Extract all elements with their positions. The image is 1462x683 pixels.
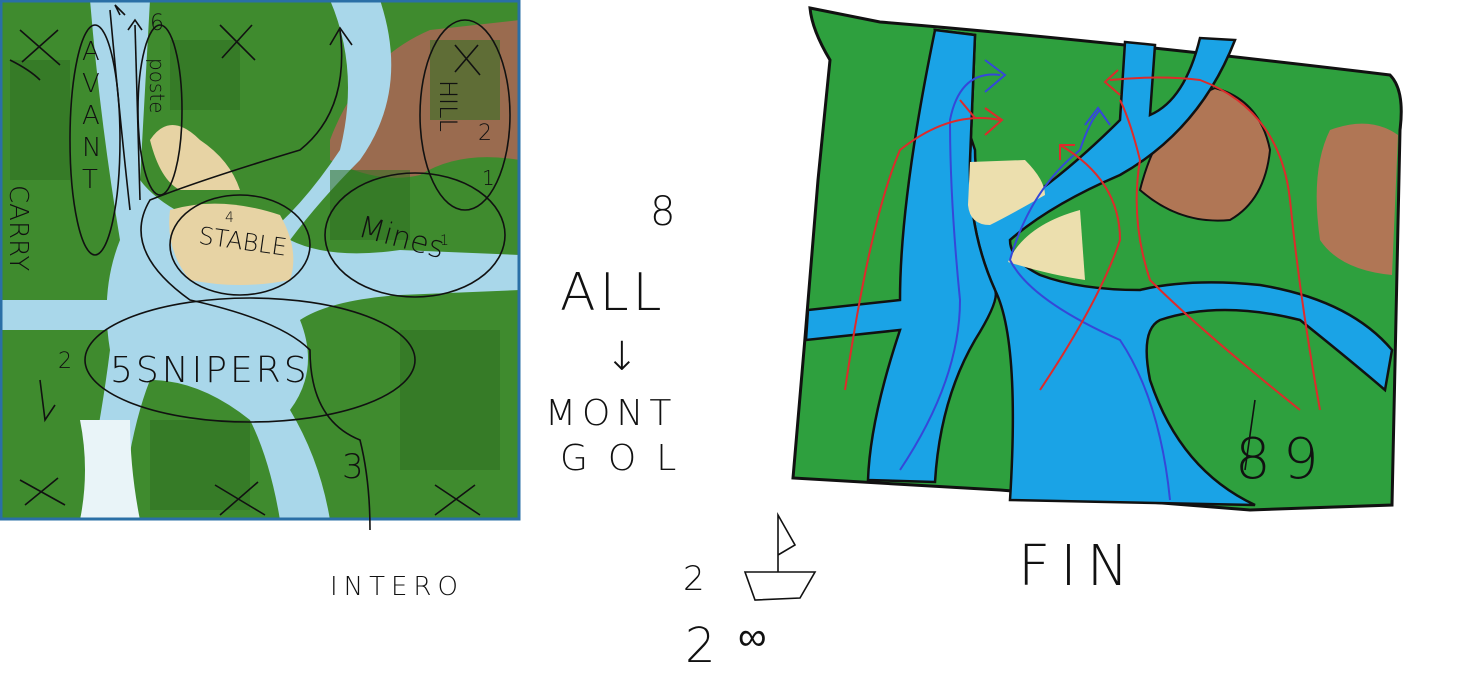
right-map: 8 9 [793, 8, 1401, 510]
hill-number: 2 [478, 121, 492, 146]
map-number: 9 [1283, 427, 1319, 492]
carry-number: 2 [58, 349, 72, 374]
count-note: 8 [650, 189, 675, 235]
avant-letter: V [82, 69, 100, 99]
top-number: 6 [150, 11, 164, 36]
mont-note: MONT [545, 393, 677, 434]
snipers-label: 5SNIPERS [110, 350, 310, 391]
avant-letter: T [82, 165, 98, 195]
down-arrow: ↓ [605, 334, 639, 380]
gol-note: GOL [560, 438, 696, 479]
carry-label: CARRY [3, 185, 33, 271]
all-note: ALL [560, 263, 666, 323]
cost-note: 2 [685, 618, 716, 674]
intero-label: INTERO [330, 572, 464, 602]
river-west [0, 300, 110, 330]
avant-letter: N [82, 133, 101, 163]
boat-count: 2 [683, 559, 705, 599]
poste-label: poste [145, 58, 169, 114]
boat-icon [745, 515, 815, 600]
hill-number-2: 1 [482, 166, 495, 190]
stable-number: 4 [225, 210, 234, 226]
hill-label: HILL [434, 80, 462, 132]
infinity-note: ∞ [738, 614, 767, 660]
avant-letter: A [82, 37, 100, 67]
crossed-number: 8 [1235, 427, 1271, 492]
middle-notes: 8 ALL ↓ MONT GOL 2 2 ∞ [545, 189, 815, 674]
avant-letter: A [82, 101, 100, 131]
intero-number: 3 [342, 447, 364, 487]
fin-caption: FIN [1018, 534, 1139, 599]
